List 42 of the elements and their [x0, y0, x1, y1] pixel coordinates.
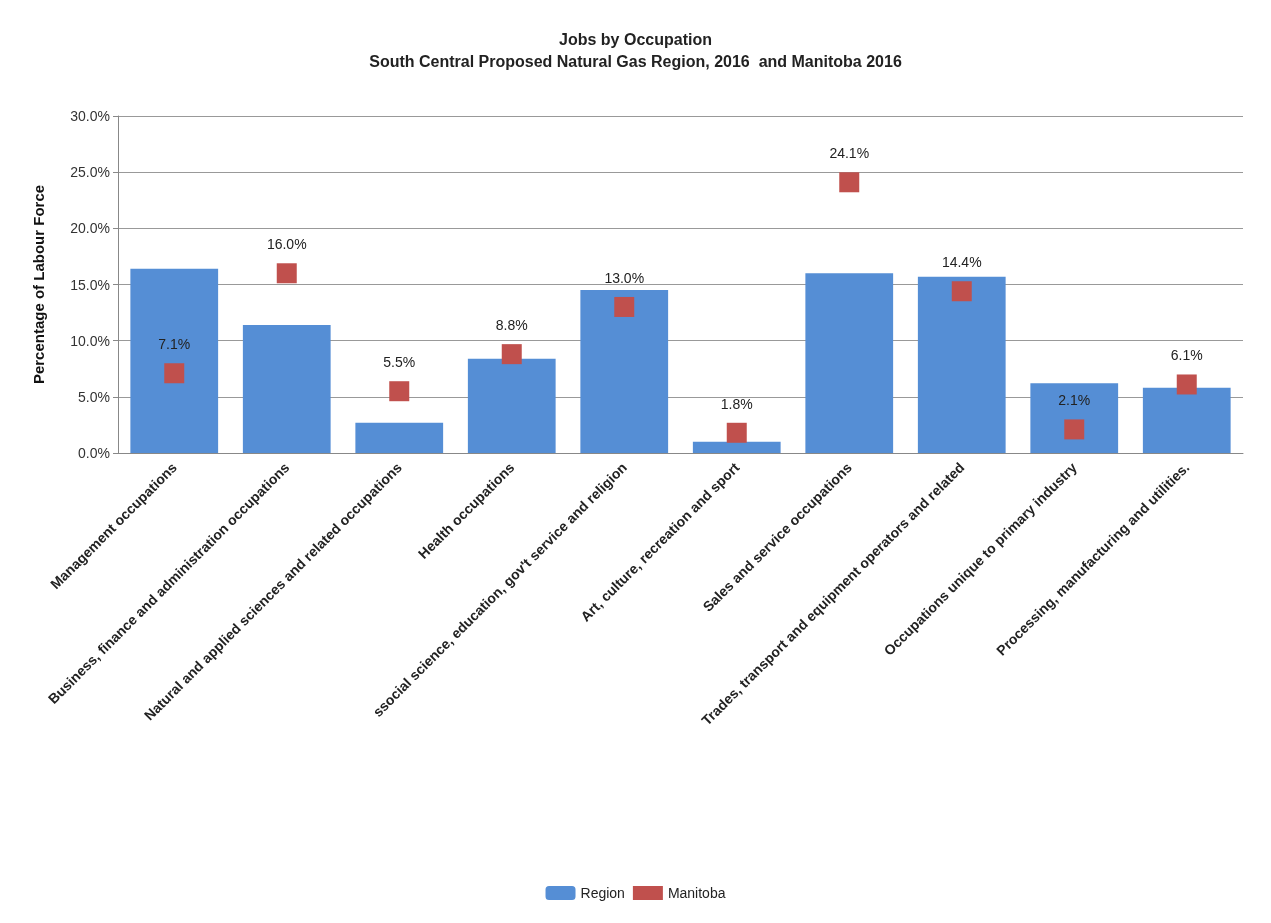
data-label: 24.1% [829, 145, 870, 162]
point [276, 263, 297, 284]
bar [467, 358, 556, 453]
point [501, 344, 522, 365]
y-tick-label: 5.0% [78, 388, 110, 405]
point [614, 296, 635, 317]
data-label: 1.8% [720, 395, 753, 412]
bar [1030, 383, 1119, 453]
bar [1142, 387, 1231, 453]
bar [242, 324, 331, 453]
bar [805, 273, 894, 453]
data-label: 14.4% [941, 254, 982, 271]
data-label: 16.0% [266, 236, 307, 253]
chart-title: Jobs by Occupation [559, 30, 712, 48]
y-tick-label: 30.0% [70, 108, 110, 124]
chart-subtitle: South Central Proposed Natural Gas Region, 2016 and Manitoba 2016 [369, 52, 902, 70]
y-tick-label: 0.0% [78, 445, 110, 461]
y-tick-label: 10.0% [70, 332, 110, 349]
data-label: 8.8% [495, 317, 528, 334]
y-tick-label: 20.0% [70, 220, 110, 237]
point [839, 172, 860, 193]
bar [580, 290, 669, 453]
bar [130, 268, 219, 453]
bar [355, 422, 444, 453]
data-label: 6.1% [1170, 347, 1203, 364]
point [389, 381, 410, 402]
y-tick-label: 15.0% [70, 276, 110, 293]
y-tick-label: 25.0% [70, 164, 110, 181]
point [1176, 374, 1197, 395]
bar [917, 276, 1006, 453]
y-axis-title: Percentage of Labour Force [30, 184, 47, 385]
point [1064, 419, 1085, 440]
bar [692, 441, 781, 453]
point [164, 363, 185, 384]
point [951, 281, 972, 302]
legend-label: Region [580, 885, 625, 901]
point [726, 422, 747, 443]
data-label: 2.1% [1058, 392, 1091, 409]
data-label: 13.0% [604, 269, 645, 286]
legend-label: Manitoba [667, 885, 726, 901]
data-label: 5.5% [383, 354, 416, 371]
data-label: 7.1% [158, 336, 191, 353]
